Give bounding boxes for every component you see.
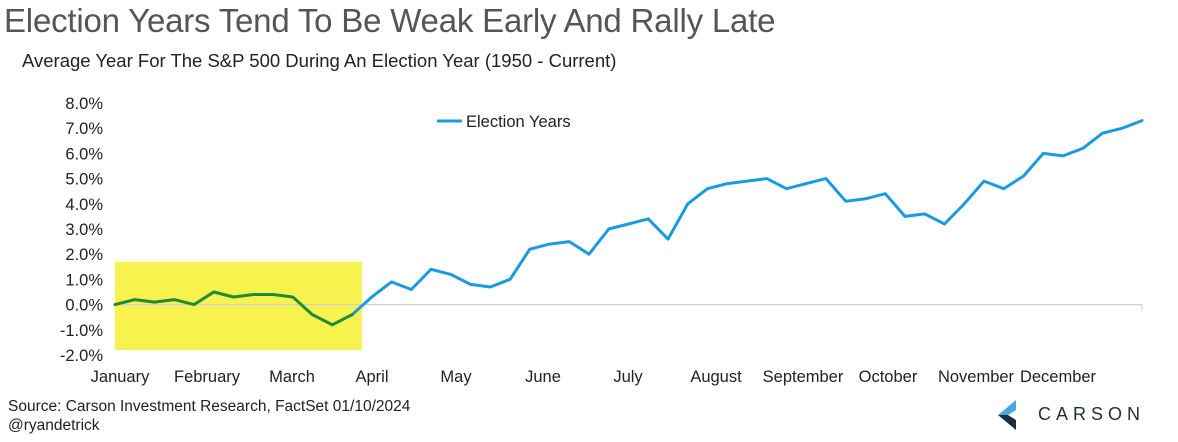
x-tick-label: October [859, 368, 918, 386]
y-tick-label: 5.0% [65, 171, 103, 189]
x-tick-label: September [763, 368, 844, 386]
y-tick-label: 3.0% [65, 221, 103, 239]
y-tick-label: 7.0% [65, 120, 103, 138]
y-tick-label: 6.0% [65, 145, 103, 163]
x-tick-label: November [938, 368, 1015, 386]
y-tick-label: -1.0% [60, 322, 103, 340]
chart-title: Election Years Tend To Be Weak Early And… [4, 2, 776, 39]
line-chart: -2.0% -1.0% 0.0% 1.0% 2.0% 3.0% 4.0% 5.0% 6.0% 7.… [60, 95, 1144, 386]
x-tick-label: January [91, 368, 150, 386]
x-tick-label: August [690, 368, 742, 386]
series-line-election-years [350, 119, 1144, 317]
x-tick-label: July [613, 368, 643, 386]
x-tick-label: May [440, 368, 472, 386]
highlight-box [115, 261, 362, 350]
carson-logo: CARSON [996, 398, 1171, 432]
carson-logo-text: CARSON [1038, 404, 1146, 424]
source-note: Source: Carson Investment Research, Fact… [8, 398, 411, 415]
author-handle: @ryandetrick [8, 417, 100, 434]
y-tick-label: 2.0% [65, 246, 103, 264]
x-tick-label: April [355, 368, 388, 386]
x-tick-label: February [174, 368, 241, 386]
y-tick-label: 0.0% [65, 297, 103, 315]
y-tick-label: 1.0% [65, 271, 103, 289]
y-tick-label: 8.0% [65, 95, 103, 113]
chart-subtitle: Average Year For The S&P 500 During An E… [22, 50, 617, 71]
y-tick-label: 4.0% [65, 196, 103, 214]
y-tick-label: -2.0% [60, 347, 103, 365]
carson-chevron-icon [998, 400, 1016, 430]
x-tick-label: June [525, 368, 561, 386]
x-tick-label: March [269, 368, 315, 386]
x-tick-label: December [1020, 368, 1097, 386]
legend-label: Election Years [466, 113, 571, 131]
